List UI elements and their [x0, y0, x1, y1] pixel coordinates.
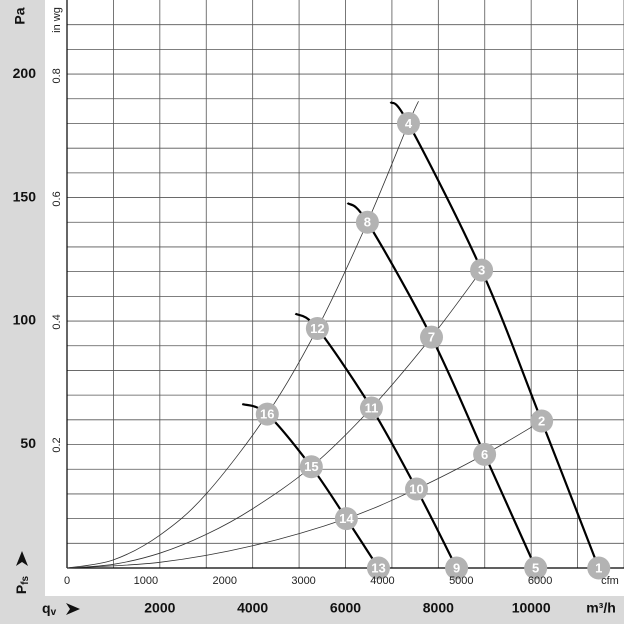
operating-point	[334, 507, 358, 531]
x2-tick-label: 1000	[134, 575, 158, 587]
y-axis-symbol: Pfs	[13, 575, 31, 594]
operating-point	[405, 477, 429, 501]
point-label: 15	[304, 459, 318, 474]
x2-tick-label: 6000	[528, 575, 552, 587]
symbol-sub: fs	[20, 575, 31, 584]
point-label: 4	[405, 116, 413, 131]
x2-tick-label: 5000	[449, 575, 473, 587]
fan-curve	[346, 202, 537, 569]
operating-point	[305, 316, 329, 340]
point-label: 10	[409, 481, 423, 496]
y2-tick-label: 0.4	[51, 314, 63, 329]
x-axis-label: qv	[42, 600, 57, 618]
point-label: 5	[532, 560, 539, 575]
x2-tick-label: 2000	[212, 575, 236, 587]
system-curve	[66, 420, 542, 569]
left-band	[0, 0, 45, 624]
x2-tick-label: 4000	[370, 575, 394, 587]
point-label: 3	[478, 263, 485, 278]
point-label: 16	[260, 407, 274, 422]
symbol-sub: v	[51, 607, 57, 618]
x-arrow	[66, 603, 80, 615]
operating-point	[445, 556, 469, 580]
operating-point	[524, 556, 548, 580]
x-tick-label: 10000	[512, 600, 551, 616]
y2-tick-label: 0.8	[51, 68, 63, 83]
y2-tick-label: 0.2	[51, 437, 63, 452]
operating-point	[299, 455, 323, 479]
symbol: P	[13, 585, 29, 594]
operating-point	[355, 210, 379, 234]
point-label: 13	[371, 560, 385, 575]
x-tick-label: 8000	[423, 600, 454, 616]
fan-curve	[294, 312, 458, 569]
operating-point	[530, 409, 554, 433]
x2-tick-label: 3000	[291, 575, 315, 587]
x-tick-label: 2000	[144, 600, 175, 616]
symbol: q	[42, 600, 51, 616]
operating-point	[359, 396, 383, 420]
y-tick-label: 150	[13, 188, 37, 204]
operating-point	[255, 402, 279, 426]
point-label: 7	[428, 330, 435, 345]
x-tick-label: 4000	[237, 600, 268, 616]
system-curve	[66, 269, 482, 569]
bottom-band	[0, 596, 624, 624]
operating-point	[587, 556, 611, 580]
y-tick-label: 100	[13, 312, 37, 328]
point-label: 1	[595, 560, 602, 575]
point-label: 8	[364, 215, 371, 230]
operating-point	[473, 442, 497, 466]
y-tick-label: 50	[20, 435, 36, 451]
y-tick-label: 200	[13, 65, 37, 81]
y-axis-label: Pa	[12, 7, 28, 24]
point-label: 2	[538, 413, 545, 428]
y2-axis-label: in wg	[51, 7, 63, 33]
point-label: 12	[310, 321, 324, 336]
point-label: 6	[481, 447, 488, 462]
x-unit: m³/h	[586, 600, 616, 616]
point-label: 9	[453, 560, 460, 575]
x-tick-label: 6000	[330, 600, 361, 616]
operating-point	[396, 111, 420, 135]
point-label: 14	[339, 511, 354, 526]
x2-unit: cfm	[601, 575, 619, 587]
y-arrow	[16, 551, 28, 566]
x2-tick-label: 0	[64, 575, 70, 587]
point-label: 11	[365, 400, 379, 415]
operating-point	[470, 258, 494, 282]
y2-tick-label: 0.6	[51, 191, 63, 206]
system-curve	[66, 101, 419, 569]
operating-point	[420, 325, 444, 349]
operating-point	[366, 556, 390, 580]
